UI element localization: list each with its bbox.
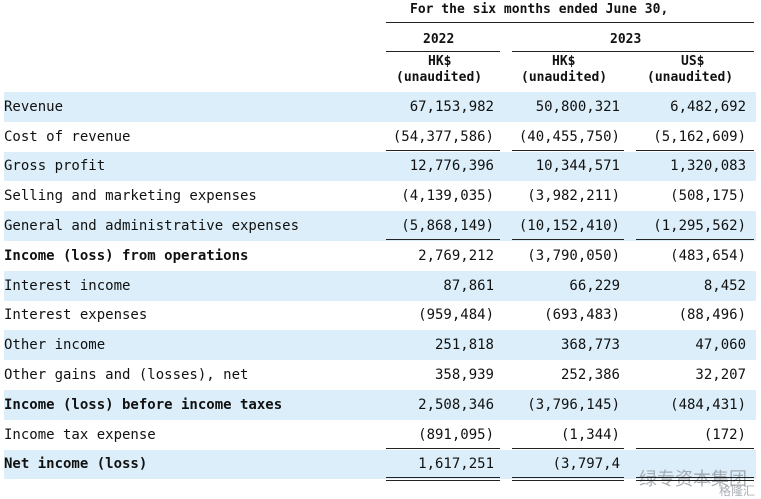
row-value-col1: 87,861 bbox=[443, 277, 494, 294]
row-value-col2: (40,455,750) bbox=[518, 128, 620, 145]
row-label: Income (loss) before income taxes bbox=[4, 396, 283, 413]
row-value-col1: 1,617,251 bbox=[418, 456, 494, 473]
row-value-col2: (3,982,211) bbox=[527, 188, 620, 205]
year-2023-underline bbox=[512, 51, 754, 52]
row-value-col3: (1,295,562) bbox=[653, 218, 746, 235]
col3-note: (unaudited) bbox=[647, 70, 734, 85]
col2-currency: HK$ bbox=[552, 54, 576, 69]
row-label: Revenue bbox=[4, 98, 64, 115]
row-value-col2: (3,790,050) bbox=[527, 247, 620, 264]
row-value-col1: 358,939 bbox=[434, 367, 494, 384]
table-row: Selling and marketing expenses (4,139,035… bbox=[4, 181, 756, 211]
table-row: Other gains and (losses), net 358,939 252,… bbox=[4, 360, 756, 390]
subtotal-rule bbox=[636, 239, 754, 240]
row-label: Income (loss) from operations bbox=[4, 247, 249, 264]
subtotal-rule bbox=[512, 447, 624, 449]
row-value-col1: (4,139,035) bbox=[401, 188, 494, 205]
year-2022-underline bbox=[386, 51, 500, 52]
col3-currency: US$ bbox=[681, 54, 705, 69]
col1-note: (unaudited) bbox=[396, 70, 483, 85]
row-label: Interest income bbox=[4, 277, 131, 294]
row-label: Cost of revenue bbox=[4, 128, 131, 145]
row-value-col1: 2,769,212 bbox=[418, 247, 494, 264]
table-row: Other income 251,818 368,773 47,060 bbox=[4, 330, 756, 361]
row-value-col3: (5,162,609) bbox=[653, 128, 746, 145]
row-value-col1: 67,153,982 bbox=[409, 98, 494, 115]
table-row: Income tax expense (891,095) (1,344) (172) bbox=[4, 420, 756, 450]
table-row: Revenue 67,153,982 50,800,321 6,482,692 bbox=[4, 92, 756, 122]
row-label: Income tax expense bbox=[4, 426, 156, 443]
row-value-col1: (54,377,586) bbox=[392, 128, 494, 145]
row-value-col2: 252,386 bbox=[560, 367, 620, 384]
row-value-col1: (959,484) bbox=[418, 307, 494, 324]
row-value-col1: (891,095) bbox=[418, 426, 494, 443]
row-value-col2: (1,344) bbox=[560, 426, 620, 443]
table-row: Net income (loss) 1,617,251 (3,797,4 bbox=[4, 449, 756, 480]
row-value-col3: (508,175) bbox=[670, 188, 746, 205]
row-value-col3: (88,496) bbox=[678, 307, 746, 324]
watermark-sub: 格隆汇 bbox=[718, 484, 755, 498]
table-row: General and administrative expenses (5,86… bbox=[4, 211, 756, 241]
subtotal-rule bbox=[386, 149, 500, 151]
row-label: Selling and marketing expenses bbox=[4, 188, 257, 205]
table-row: Interest expenses (959,484) (693,483) (88,4… bbox=[4, 301, 756, 331]
row-value-col2: 50,800,321 bbox=[535, 98, 620, 115]
row-value-col3: 47,060 bbox=[695, 337, 746, 354]
year-2022: 2022 bbox=[423, 32, 455, 47]
row-value-col3: 32,207 bbox=[695, 367, 746, 384]
row-value-col1: (5,868,149) bbox=[401, 218, 494, 235]
total-double-rule bbox=[512, 477, 624, 479]
row-label: Other gains and (losses), net bbox=[4, 367, 249, 384]
row-label: Net income (loss) bbox=[4, 456, 148, 473]
row-value-col1: 251,818 bbox=[434, 337, 494, 354]
table-row: Income (loss) before income taxes 2,508,3… bbox=[4, 389, 756, 420]
income-statement-table: Revenue 67,153,982 50,800,321 6,482,692 Cost… bbox=[4, 92, 756, 480]
period-underline bbox=[386, 22, 754, 23]
total-double-rule bbox=[386, 477, 500, 479]
col2-note: (unaudited) bbox=[521, 70, 608, 85]
row-label: Gross profit bbox=[4, 158, 106, 175]
row-label: Interest expenses bbox=[4, 307, 148, 324]
row-value-col3: (483,654) bbox=[670, 247, 746, 264]
row-value-col2: (3,797,4 bbox=[552, 456, 620, 473]
row-value-col2: (3,796,145) bbox=[527, 396, 620, 413]
total-double-rule bbox=[636, 477, 754, 479]
row-value-col1: 2,508,346 bbox=[418, 396, 494, 413]
subtotal-rule bbox=[386, 239, 500, 240]
row-value-col1: 12,776,396 bbox=[409, 158, 494, 175]
row-value-col2: (693,483) bbox=[544, 307, 620, 324]
total-double-rule bbox=[512, 480, 624, 482]
subtotal-rule bbox=[512, 149, 624, 151]
col1-currency: HK$ bbox=[428, 54, 452, 69]
table-row: Gross profit 12,776,396 10,344,571 1,320,08… bbox=[4, 151, 756, 182]
watermark: 绿专资本集团 bbox=[639, 465, 747, 491]
row-value-col3: (484,431) bbox=[670, 396, 746, 413]
subtotal-rule bbox=[636, 149, 754, 151]
table-row: Cost of revenue (54,377,586) (40,455,750) (… bbox=[4, 122, 756, 152]
total-double-rule bbox=[636, 480, 754, 482]
table-row: Interest income 87,861 66,229 8,452 bbox=[4, 270, 756, 301]
row-value-col3: 8,452 bbox=[703, 277, 746, 294]
row-value-col3: 6,482,692 bbox=[670, 98, 746, 115]
row-value-col3: 1,320,083 bbox=[670, 158, 746, 175]
row-label: Other income bbox=[4, 337, 106, 354]
total-double-rule bbox=[386, 480, 500, 482]
period-heading: For the six months ended June 30, bbox=[410, 2, 669, 17]
row-value-col2: 66,229 bbox=[569, 277, 620, 294]
row-label: General and administrative expenses bbox=[4, 218, 300, 235]
table-row: Income (loss) from operations 2,769,212 (3… bbox=[4, 241, 756, 271]
row-value-col3: (172) bbox=[703, 426, 746, 443]
row-value-col2: 368,773 bbox=[560, 337, 620, 354]
subtotal-rule bbox=[512, 239, 624, 240]
subtotal-rule bbox=[636, 447, 754, 449]
row-value-col2: 10,344,571 bbox=[535, 158, 620, 175]
year-2023: 2023 bbox=[610, 32, 642, 47]
subtotal-rule bbox=[386, 447, 500, 449]
row-value-col2: (10,152,410) bbox=[518, 218, 620, 235]
